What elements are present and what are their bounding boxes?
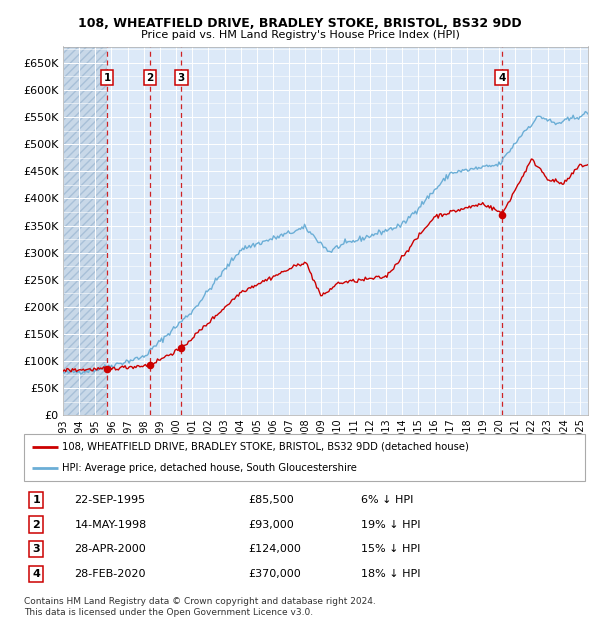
Text: £124,000: £124,000 (248, 544, 301, 554)
Text: 28-APR-2000: 28-APR-2000 (74, 544, 146, 554)
Text: 3: 3 (178, 73, 185, 83)
Text: 108, WHEATFIELD DRIVE, BRADLEY STOKE, BRISTOL, BS32 9DD (detached house): 108, WHEATFIELD DRIVE, BRADLEY STOKE, BR… (62, 441, 469, 451)
Text: 19% ↓ HPI: 19% ↓ HPI (361, 520, 420, 529)
Text: 22-SEP-1995: 22-SEP-1995 (74, 495, 146, 505)
Text: £93,000: £93,000 (248, 520, 294, 529)
Text: 14-MAY-1998: 14-MAY-1998 (74, 520, 147, 529)
Text: 2: 2 (146, 73, 154, 83)
Text: Price paid vs. HM Land Registry's House Price Index (HPI): Price paid vs. HM Land Registry's House … (140, 30, 460, 40)
Text: 28-FEB-2020: 28-FEB-2020 (74, 569, 146, 578)
FancyBboxPatch shape (24, 434, 585, 481)
Text: £370,000: £370,000 (248, 569, 301, 578)
Text: 1: 1 (103, 73, 111, 83)
Text: 1: 1 (32, 495, 40, 505)
Text: HPI: Average price, detached house, South Gloucestershire: HPI: Average price, detached house, Sout… (62, 463, 357, 473)
Text: This data is licensed under the Open Government Licence v3.0.: This data is licensed under the Open Gov… (24, 608, 313, 617)
Text: 4: 4 (498, 73, 505, 83)
Text: £85,500: £85,500 (248, 495, 294, 505)
Bar (63, 46, 107, 415)
Text: Contains HM Land Registry data © Crown copyright and database right 2024.: Contains HM Land Registry data © Crown c… (24, 597, 376, 606)
Text: 108, WHEATFIELD DRIVE, BRADLEY STOKE, BRISTOL, BS32 9DD: 108, WHEATFIELD DRIVE, BRADLEY STOKE, BR… (78, 17, 522, 30)
Text: 3: 3 (32, 544, 40, 554)
Text: 4: 4 (32, 569, 40, 578)
Text: 15% ↓ HPI: 15% ↓ HPI (361, 544, 420, 554)
Text: 6% ↓ HPI: 6% ↓ HPI (361, 495, 413, 505)
Text: 18% ↓ HPI: 18% ↓ HPI (361, 569, 420, 578)
Text: 2: 2 (32, 520, 40, 529)
